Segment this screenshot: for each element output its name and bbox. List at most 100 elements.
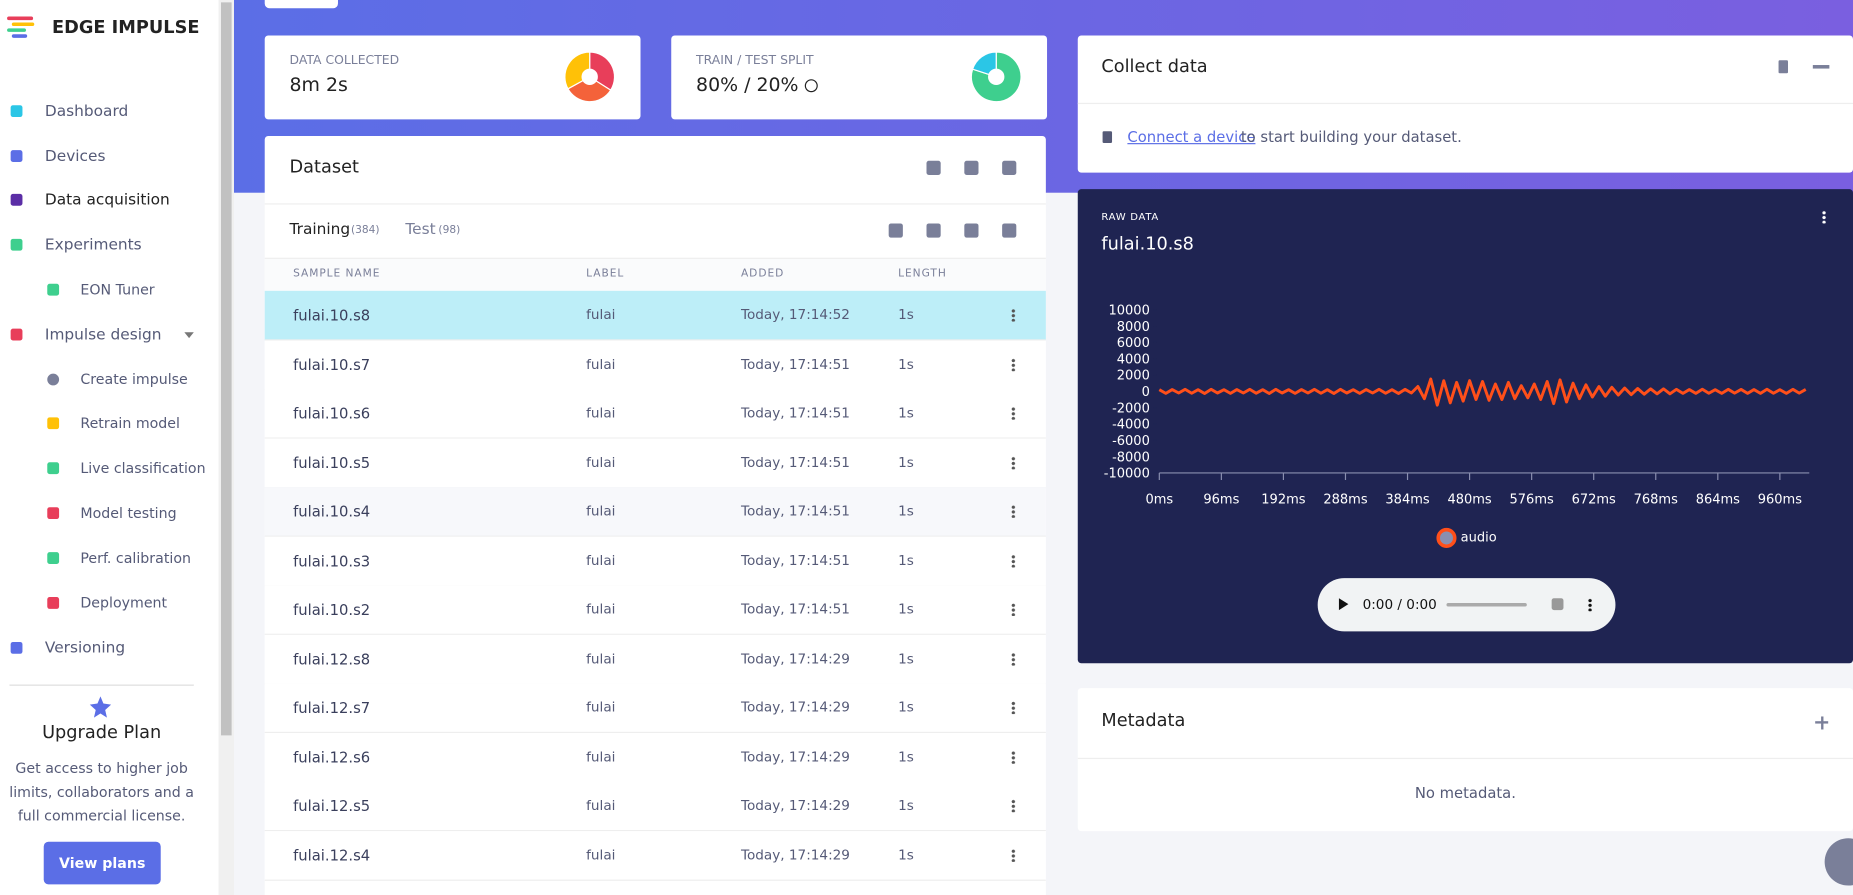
table-tool[interactable] <box>926 223 941 238</box>
nav-item[interactable]: Devices <box>44 147 106 166</box>
metadata-title: Metadata <box>1101 709 1186 731</box>
view-plans-button[interactable]: View plans <box>43 841 161 885</box>
nav-item[interactable]: Create impulse <box>80 371 188 388</box>
cell: 1s <box>898 453 914 470</box>
upgrade-text: Get access to higher job limits, collabo… <box>9 760 194 825</box>
tab[interactable]: Test <box>405 221 436 239</box>
sample-name: fulai.10.s2 <box>293 600 371 619</box>
nav-item[interactable]: Dashboard <box>44 102 129 121</box>
nav-item[interactable]: Experiments <box>44 236 142 255</box>
nav-icon <box>10 238 23 251</box>
table-tool[interactable] <box>1002 223 1017 238</box>
row-menu[interactable] <box>1011 406 1016 420</box>
toolbar-icon[interactable] <box>926 160 941 175</box>
raw-menu[interactable] <box>1822 210 1826 224</box>
nav-item[interactable]: Retrain model <box>80 414 180 432</box>
x-tick-label: 480ms <box>1447 493 1491 508</box>
row-menu[interactable] <box>1011 308 1016 322</box>
sample-name: fulai.12.s8 <box>293 649 371 668</box>
nav-item[interactable]: Impulse design <box>44 326 162 345</box>
table-row[interactable] <box>264 634 1046 684</box>
add-icon[interactable] <box>1820 715 1823 729</box>
audio-progress <box>1446 602 1527 607</box>
cell: Today, 17:14:29 <box>740 698 850 716</box>
y-tick-label: -2000 <box>1112 401 1150 416</box>
table-row[interactable] <box>264 781 1046 832</box>
y-tick-label: 0 <box>1142 385 1150 400</box>
cell: fulai <box>586 698 616 716</box>
tab-count: (384) <box>350 224 380 237</box>
cell: 1s <box>898 600 914 618</box>
nav-icon <box>47 283 60 296</box>
stat-pie <box>970 51 1022 103</box>
table-tool[interactable] <box>964 223 979 238</box>
table-row[interactable] <box>264 683 1046 734</box>
cell: Today, 17:14:51 <box>740 551 850 569</box>
logo-bar <box>11 34 28 38</box>
row-menu[interactable] <box>1011 652 1016 666</box>
row-menu[interactable] <box>1011 701 1016 715</box>
table-row[interactable] <box>264 830 1046 881</box>
y-tick-label: -6000 <box>1112 434 1150 449</box>
tab-count: (98) <box>438 224 461 237</box>
help-icon[interactable] <box>1777 714 1789 728</box>
table-row[interactable] <box>264 290 1046 341</box>
toolbar-icon[interactable] <box>1002 160 1017 175</box>
nav-item[interactable]: EON Tuner <box>80 281 155 298</box>
row-menu[interactable] <box>1011 799 1016 813</box>
table-row[interactable] <box>264 536 1046 586</box>
cell: Today, 17:14:51 <box>740 502 850 520</box>
row-menu[interactable] <box>1011 455 1016 469</box>
metadata-empty: No metadata. <box>1414 783 1516 802</box>
stat-value: 80% / 20% <box>696 73 799 96</box>
divider <box>9 684 194 686</box>
pie-hole <box>988 68 1005 86</box>
cell: Today, 17:14:29 <box>740 845 850 863</box>
row-menu[interactable] <box>1011 553 1016 567</box>
row-menu[interactable] <box>1011 504 1016 518</box>
pie-slice <box>971 51 997 78</box>
nav-icon <box>47 373 60 386</box>
nav-item[interactable]: Perf. calibration <box>80 549 192 567</box>
logo-bar <box>7 16 34 21</box>
row-menu[interactable] <box>1011 750 1016 764</box>
nav-item[interactable]: Data acquisition <box>44 191 170 210</box>
table-row[interactable] <box>264 732 1046 783</box>
nav-item[interactable]: Deployment <box>80 594 168 612</box>
stat-title: TRAIN / TEST SPLIT <box>696 53 814 68</box>
collect-text: to start building your dataset. <box>1240 127 1462 146</box>
chip-icon <box>1102 131 1113 144</box>
metadata-card <box>1077 688 1853 832</box>
tab[interactable]: Training <box>289 221 351 239</box>
toolbar-icon[interactable] <box>964 160 979 175</box>
y-tick-label: 10000 <box>1109 303 1150 318</box>
table-row[interactable] <box>264 585 1046 635</box>
table-row[interactable] <box>264 339 1046 390</box>
row-menu[interactable] <box>1011 602 1016 616</box>
table-row[interactable] <box>264 388 1046 439</box>
connect-link[interactable]: Connect a device <box>1127 127 1256 146</box>
audio-menu[interactable] <box>1588 598 1592 612</box>
table-tool[interactable] <box>888 223 903 238</box>
header-button[interactable] <box>264 0 338 9</box>
cell: Today, 17:14:51 <box>740 600 850 618</box>
volume-icon[interactable] <box>1551 598 1564 611</box>
stat-value: 8m 2s <box>289 73 348 96</box>
caret <box>184 332 194 339</box>
nav-icon <box>47 597 60 609</box>
nav-item[interactable]: Model testing <box>80 504 177 522</box>
play-icon[interactable] <box>1338 598 1349 611</box>
collect-title: Collect data <box>1101 55 1208 77</box>
nav-item[interactable]: Live classification <box>80 459 206 477</box>
row-menu[interactable] <box>1011 848 1016 862</box>
scroll-thumb[interactable] <box>220 2 232 736</box>
nav-icon <box>10 328 23 341</box>
nav-item[interactable]: Versioning <box>44 639 126 658</box>
table-row[interactable] <box>264 487 1046 537</box>
row-menu[interactable] <box>1011 357 1016 371</box>
cell: Today, 17:14:51 <box>740 404 850 421</box>
x-tick-label: 0ms <box>1145 493 1173 508</box>
